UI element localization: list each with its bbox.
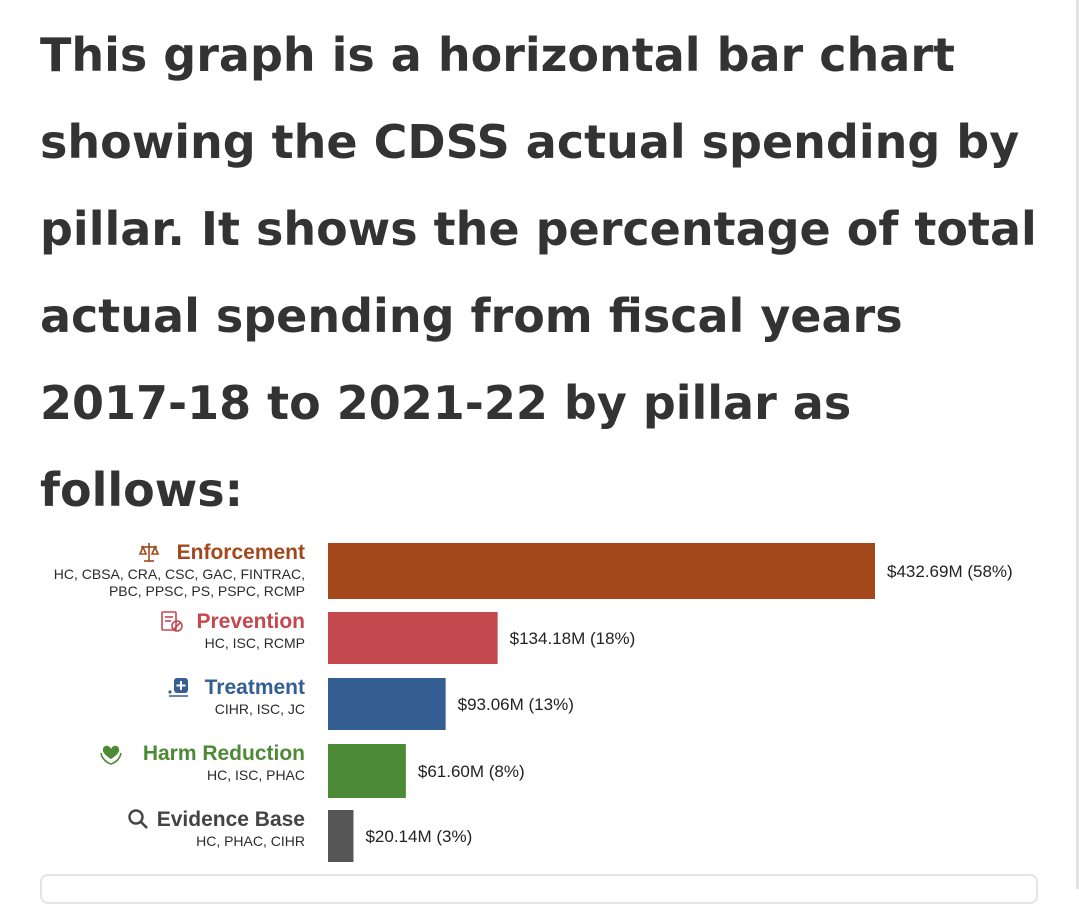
bar-harm-reduction <box>328 744 406 798</box>
page-edge <box>1076 0 1079 889</box>
bar-prevention <box>328 612 498 664</box>
bar-evidence-base <box>328 810 354 862</box>
category-label: Treatment <box>205 676 305 699</box>
category-label: Prevention <box>196 610 305 633</box>
value-label: $20.14M (3%) <box>365 827 472 846</box>
scales-of-justice-icon <box>138 543 160 562</box>
agency-label: HC, ISC, PHAC <box>207 767 305 783</box>
category-label: Enforcement <box>177 541 305 564</box>
spending-bar-chart: $432.69M (58%) Enforcement HC, CBSA, CRA, … <box>54 541 1013 862</box>
category-label: Harm Reduction <box>143 742 305 765</box>
value-label: $93.06M (13%) <box>458 695 574 714</box>
value-label: $61.60M (8%) <box>418 762 525 781</box>
prevention-document-icon <box>161 611 183 632</box>
bar-treatment <box>328 678 446 730</box>
value-label: $134.18M (18%) <box>510 629 636 648</box>
treatment-medical-icon <box>168 678 188 697</box>
chart-description: This graph is a horizontal bar chart sho… <box>40 28 1037 517</box>
category-label: Evidence Base <box>157 808 305 831</box>
bar-enforcement <box>328 543 875 599</box>
agency-label: CIHR, ISC, JC <box>215 701 305 717</box>
agency-label: HC, CBSA, CRA, CSC, GAC, FINTRAC, <box>54 566 305 582</box>
agency-label: HC, ISC, RCMP <box>205 635 305 651</box>
next-card-edge <box>40 874 1038 904</box>
agency-label: PBC, PPSC, PS, PSPC, RCMP <box>109 583 305 599</box>
heart-hands-icon <box>100 745 122 765</box>
agency-label: HC, PHAC, CIHR <box>196 833 305 849</box>
magnifier-icon <box>128 809 148 829</box>
value-label: $432.69M (58%) <box>887 562 1013 581</box>
